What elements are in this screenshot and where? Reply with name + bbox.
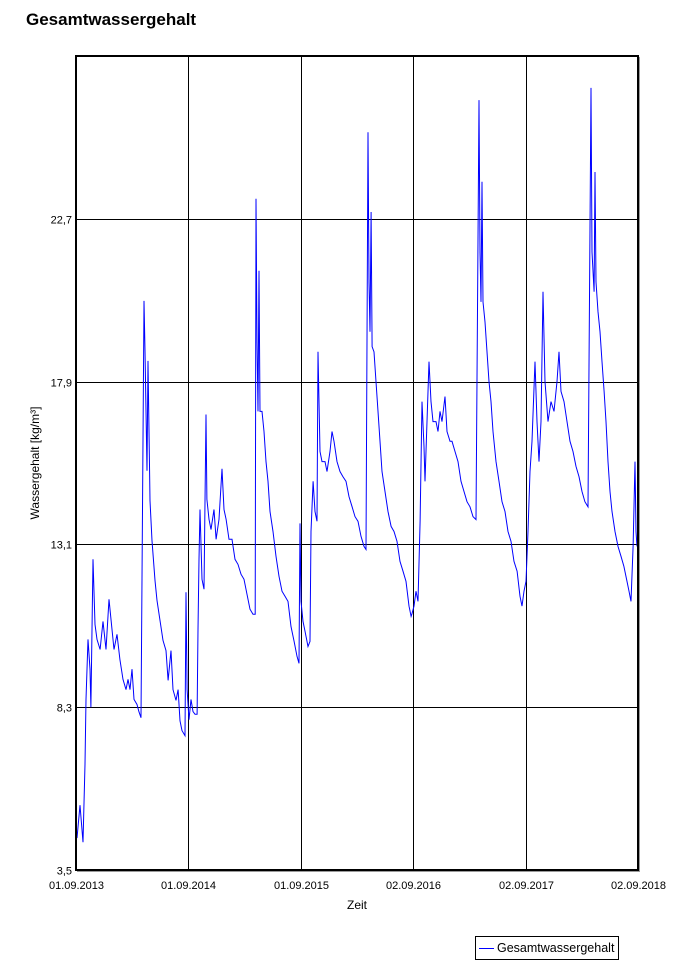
y-axis-label: Wassergehalt [kg/m³] xyxy=(28,407,42,520)
x-tick-label: 01.09.2013 xyxy=(49,880,104,892)
y-tick-label: 22,7 xyxy=(51,215,72,227)
x-tick-label: 01.09.2014 xyxy=(161,880,216,892)
legend-line-swatch-icon xyxy=(479,947,494,949)
legend: Gesamtwassergehalt xyxy=(475,936,620,960)
y-tick-label: 17,9 xyxy=(51,378,72,390)
x-axis-label: Zeit xyxy=(347,898,368,912)
legend-label: Gesamtwassergehalt xyxy=(497,941,615,955)
series-line-gesamtwassergehalt xyxy=(76,87,639,843)
x-tick-label: 01.09.2015 xyxy=(274,880,329,892)
chart-title: Gesamtwassergehalt xyxy=(26,10,197,29)
y-tick-label: 3,5 xyxy=(57,866,72,878)
y-axis-ticks: 3,5 8,3 13,1 17,9 22,7 xyxy=(51,215,72,878)
y-tick-label: 8,3 xyxy=(57,703,72,715)
x-tick-label: 02.09.2018 xyxy=(611,880,666,892)
plot-frame xyxy=(75,55,639,871)
y-tick-label: 13,1 xyxy=(51,540,72,552)
x-tick-label: 02.09.2017 xyxy=(499,880,554,892)
x-axis-ticks: 01.09.2013 01.09.2014 01.09.2015 02.09.2016… xyxy=(49,880,666,892)
gridlines xyxy=(76,56,638,870)
x-tick-label: 02.09.2016 xyxy=(386,880,441,892)
